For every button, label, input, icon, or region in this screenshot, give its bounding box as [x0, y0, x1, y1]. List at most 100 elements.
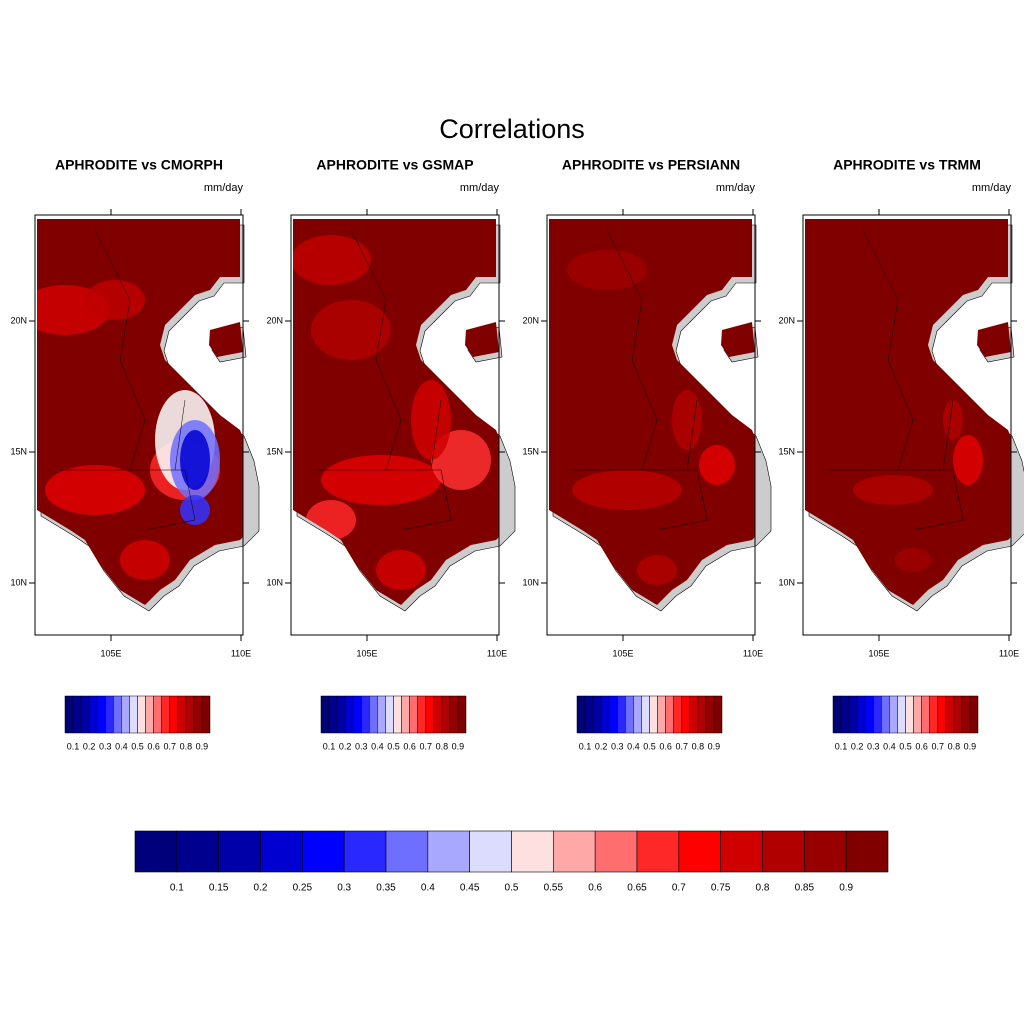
colorbar-box: [105, 695, 114, 734]
panel-title: APHRODITE vs GSMAP: [316, 157, 473, 173]
field-patch: [180, 495, 210, 525]
lat-label: 10N: [778, 577, 795, 587]
map-panel: APHRODITE vs CMORPH mm/day 20N 15N 10N 105E 11…: [10, 157, 260, 751]
lat-label: 20N: [266, 315, 283, 325]
figure-title: Correlations: [439, 114, 585, 144]
colorbar-box: [80, 695, 90, 734]
colorbar-box: [433, 695, 443, 734]
map-frame: [546, 214, 756, 636]
lat-label: 10N: [522, 577, 539, 587]
lon-label: 110E: [743, 648, 763, 658]
field-patch: [699, 445, 735, 485]
colorbar-box: [600, 695, 610, 734]
colorbar-box: [427, 830, 470, 873]
colorbar-box: [449, 695, 459, 734]
lat-label: 20N: [778, 315, 795, 325]
border-line: [828, 229, 964, 531]
colorbar-box: [218, 830, 261, 873]
colorbar-box: [137, 695, 146, 734]
colorbar-label: 0.4: [371, 741, 384, 751]
colorbar-label: 0.9: [964, 741, 977, 751]
colorbar-box: [845, 830, 889, 873]
colorbar-box: [681, 695, 691, 734]
colorbar-box: [64, 695, 74, 734]
field-patch: [672, 390, 702, 450]
colorbar-box: [594, 830, 638, 873]
colorbar-label: 0.4: [883, 741, 896, 751]
colorbar-box: [88, 695, 98, 734]
colorbar-label: 0.6: [588, 883, 602, 894]
colorbar-box: [176, 830, 219, 873]
colorbar-box: [441, 695, 451, 734]
field-patch: [943, 400, 963, 440]
colorbar-label: 0.6: [659, 741, 672, 751]
colorbar-box: [633, 695, 642, 734]
colorbar-box: [937, 695, 947, 734]
map-panel: APHRODITE vs GSMAP mm/day 20N 15N 10N 105E 110…: [266, 157, 516, 751]
lon-label: 105E: [868, 648, 889, 658]
field-patch: [376, 550, 426, 590]
colorbar-box: [343, 830, 387, 873]
colorbar-box: [193, 695, 203, 734]
colorbar-box: [385, 695, 394, 734]
field-patch: [637, 555, 677, 585]
colorbar-label: 0.3: [99, 741, 112, 751]
colorbar-label: 0.1: [835, 741, 848, 751]
colorbar-box: [921, 695, 930, 734]
lon-label: 105E: [356, 648, 377, 658]
colorbar-box: [678, 830, 721, 873]
colorbar-label: 0.75: [711, 883, 731, 894]
colorbar-label: 0.65: [627, 883, 647, 894]
colorbar-box: [393, 695, 402, 734]
colorbar-box: [889, 695, 898, 734]
colorbar-box: [840, 695, 850, 734]
colorbar-box: [576, 695, 586, 734]
lat-label: 10N: [10, 577, 27, 587]
colorbar-label: 0.7: [675, 741, 688, 751]
colorbar-box: [113, 695, 122, 734]
colorbar-label: 0.2: [83, 741, 96, 751]
colorbar-label: 0.5: [387, 741, 400, 751]
colorbar-label: 0.55: [544, 883, 564, 894]
lon-label: 110E: [999, 648, 1019, 658]
border-line: [60, 229, 196, 531]
colorbar-label: 0.45: [460, 883, 480, 894]
lon-label: 110E: [231, 648, 251, 658]
lat-label: 20N: [10, 315, 27, 325]
colorbar-box: [153, 695, 162, 734]
field-base: [805, 219, 1011, 605]
colorbar-box: [584, 695, 594, 734]
colorbar-box: [145, 695, 154, 734]
colorbar-box: [657, 695, 666, 734]
units-label: mm/day: [716, 182, 756, 194]
lat-label: 15N: [522, 446, 539, 456]
field-patch: [293, 235, 371, 285]
colorbar-box: [161, 695, 170, 734]
correlation-field: [549, 219, 755, 605]
colorbar-label: 0.8: [756, 883, 770, 894]
colorbar-box: [511, 830, 554, 873]
colorbar-label: 0.7: [419, 741, 432, 751]
colorbar-label: 0.3: [355, 741, 368, 751]
colorbar-box: [469, 830, 512, 873]
field-patch: [85, 280, 145, 320]
colorbar-box: [617, 695, 626, 734]
map-frame: [290, 214, 500, 636]
colorbar-box: [897, 695, 906, 734]
colorbar-box: [377, 695, 386, 734]
colorbar-label: 0.2: [339, 741, 352, 751]
colorbar-box: [905, 695, 914, 734]
colorbar-box: [689, 695, 699, 734]
colorbar-box: [201, 695, 211, 734]
colorbar-box: [344, 695, 354, 734]
field-patch: [895, 548, 931, 572]
units-label: mm/day: [460, 182, 500, 194]
colorbar-label: 0.6: [403, 741, 416, 751]
colorbar-box: [953, 695, 963, 734]
colorbar-label: 0.7: [163, 741, 176, 751]
colorbar-box: [945, 695, 955, 734]
colorbar-label: 0.3: [611, 741, 624, 751]
colorbar-box: [832, 695, 842, 734]
field-patch: [311, 300, 391, 360]
colorbar-label: 0.9: [839, 883, 853, 894]
